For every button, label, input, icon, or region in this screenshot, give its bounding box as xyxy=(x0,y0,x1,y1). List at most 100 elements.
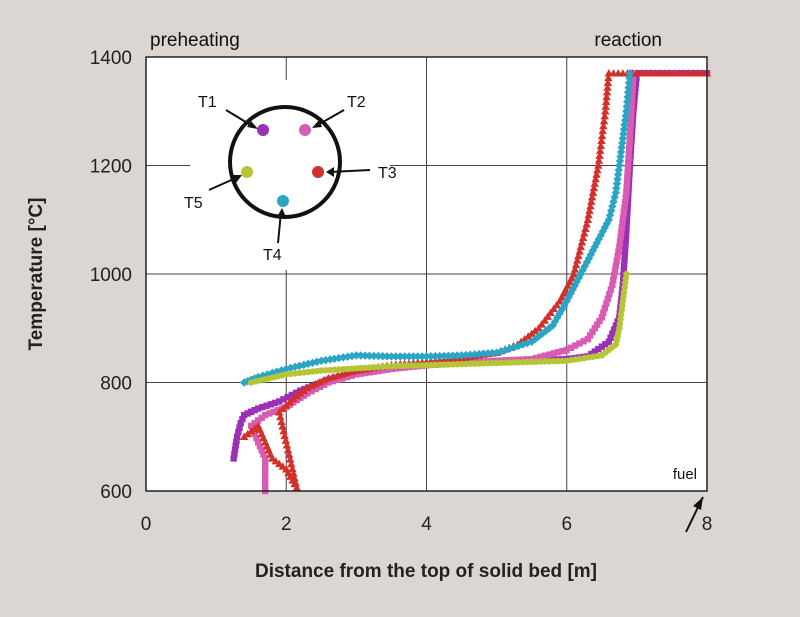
data-point-t2 xyxy=(596,317,603,325)
data-point-t1 xyxy=(609,330,616,337)
data-point-t2 xyxy=(624,169,631,177)
data-point-t4 xyxy=(625,69,635,78)
data-point-t2 xyxy=(258,414,265,421)
data-point-t2 xyxy=(255,417,262,424)
data-point-t4 xyxy=(448,351,457,360)
data-point-t3 xyxy=(596,141,606,149)
data-point-t2 xyxy=(262,469,269,476)
data-point-t2 xyxy=(256,443,264,450)
data-point-t2 xyxy=(612,262,620,270)
data-point-t4 xyxy=(618,134,628,143)
inset-background xyxy=(190,80,390,270)
data-point-t3 xyxy=(599,116,609,125)
data-point-t3 xyxy=(287,459,296,468)
data-point-t2 xyxy=(584,335,591,343)
data-point-t2 xyxy=(614,253,621,260)
data-point-t1 xyxy=(622,232,630,239)
data-point-t3 xyxy=(307,381,316,390)
data-point-t2 xyxy=(591,325,598,332)
data-point-t1 xyxy=(240,411,248,419)
data-point-t4 xyxy=(422,352,431,361)
t2-dot xyxy=(299,124,311,136)
y-tick-label: 600 xyxy=(100,482,132,503)
data-point-t2 xyxy=(379,367,386,374)
data-point-t3 xyxy=(603,83,612,91)
data-point-t3 xyxy=(603,78,613,86)
data-point-t4 xyxy=(374,351,383,361)
data-point-t3 xyxy=(285,455,295,463)
data-point-t3 xyxy=(557,293,566,301)
data-point-t4 xyxy=(613,170,623,179)
data-point-t4 xyxy=(624,83,633,92)
data-point-t2 xyxy=(627,125,634,133)
data-point-t2 xyxy=(628,93,636,100)
data-point-t4 xyxy=(352,351,361,360)
data-point-t3 xyxy=(282,441,292,449)
data-point-t3 xyxy=(595,151,604,159)
data-point-t2 xyxy=(260,451,267,458)
data-point-t4 xyxy=(598,227,608,236)
data-point-t1 xyxy=(624,208,631,216)
data-point-t2 xyxy=(593,321,601,328)
data-point-t3 xyxy=(319,375,329,384)
data-point-t4 xyxy=(608,201,617,211)
data-point-t4 xyxy=(622,107,631,116)
data-point-t3 xyxy=(587,192,597,201)
data-point-t3 xyxy=(600,111,609,120)
data-point-t2 xyxy=(616,243,623,251)
data-point-t3 xyxy=(596,146,605,154)
data-point-t2 xyxy=(610,272,618,279)
data-point-t1 xyxy=(614,318,621,325)
data-point-t1 xyxy=(280,396,287,403)
data-point-t2 xyxy=(624,174,631,182)
data-point-t1 xyxy=(292,389,300,397)
annotation-reaction: reaction xyxy=(594,30,662,51)
data-point-t3 xyxy=(594,161,603,169)
data-point-t2 xyxy=(567,344,575,351)
data-point-t1 xyxy=(237,419,244,427)
data-point-t4 xyxy=(417,352,427,361)
data-point-t2 xyxy=(312,385,319,393)
data-point-t2 xyxy=(626,145,633,152)
data-point-t1 xyxy=(602,341,609,348)
data-point-t3 xyxy=(549,304,558,313)
data-point-t1 xyxy=(595,345,602,353)
data-point-t3 xyxy=(601,107,610,115)
data-point-t4 xyxy=(616,147,626,157)
data-point-t2 xyxy=(262,473,269,481)
data-point-t3 xyxy=(586,201,595,210)
data-point-t2 xyxy=(619,214,627,221)
data-point-t1 xyxy=(251,406,258,414)
data-point-t2 xyxy=(598,314,606,321)
data-point-t2 xyxy=(370,368,378,375)
data-point-t2 xyxy=(375,367,382,375)
data-point-t3 xyxy=(279,426,288,435)
data-point-t1 xyxy=(230,455,237,462)
data-point-t2 xyxy=(334,376,341,383)
data-point-t3 xyxy=(604,73,613,82)
data-point-t2 xyxy=(629,84,636,91)
data-point-t4 xyxy=(619,125,629,134)
data-point-t4 xyxy=(404,352,414,361)
data-point-t1 xyxy=(623,213,631,220)
data-point-t4 xyxy=(557,305,567,314)
data-point-t1 xyxy=(621,256,628,264)
data-point-t2 xyxy=(262,478,269,485)
data-point-t3 xyxy=(288,464,297,473)
series-layer xyxy=(230,69,712,495)
data-point-t4 xyxy=(382,352,392,361)
data-point-t1 xyxy=(235,429,242,436)
data-point-t3 xyxy=(546,308,555,316)
data-point-t1 xyxy=(232,442,239,449)
data-point-t3 xyxy=(565,277,574,285)
data-point-t2 xyxy=(629,88,636,96)
data-point-t1 xyxy=(591,348,598,355)
data-point-t2 xyxy=(626,140,633,147)
data-point-t3 xyxy=(602,88,612,96)
data-point-t3 xyxy=(561,285,570,293)
data-point-t4 xyxy=(604,215,614,224)
data-point-t1 xyxy=(236,424,243,431)
data-point-t1 xyxy=(621,252,628,259)
data-point-t2 xyxy=(621,199,629,206)
y-tick-label: 1400 xyxy=(90,48,132,69)
